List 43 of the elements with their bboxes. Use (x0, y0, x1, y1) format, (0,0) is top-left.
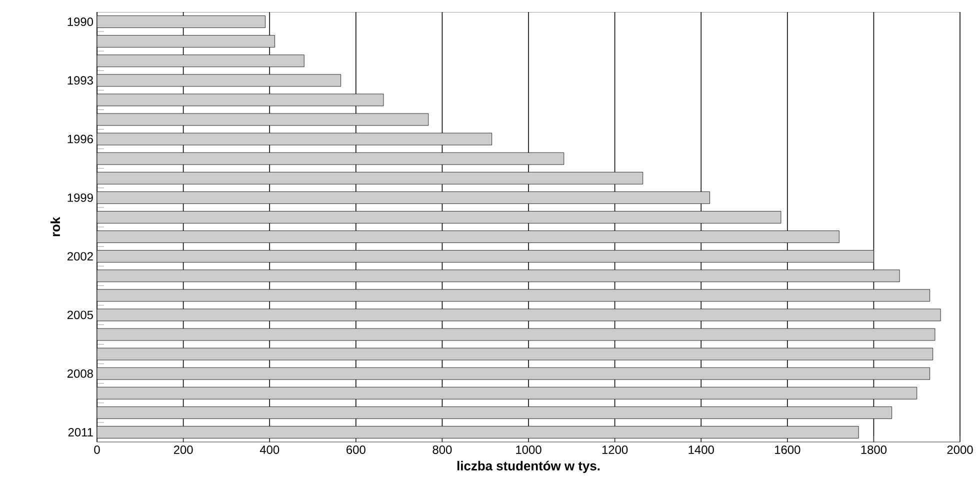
bar (97, 308, 941, 322)
x-tick-label: 400 (260, 446, 280, 454)
y-tick-label: 1993 (68, 76, 93, 85)
bar (97, 94, 384, 106)
y-tick-label: 2002 (67, 252, 93, 261)
y-tick-label: 1996 (68, 134, 93, 144)
bar (97, 426, 859, 438)
bar (97, 250, 874, 263)
bar (97, 132, 492, 146)
x-tick-label: 800 (432, 446, 452, 454)
bar (97, 16, 266, 28)
y-tick-label: 1990 (68, 18, 94, 26)
x-tick-label: 600 (346, 446, 366, 454)
bar (97, 348, 934, 360)
bar (97, 172, 644, 184)
y-tick-label: 2008 (67, 369, 93, 378)
bar (97, 386, 918, 400)
bar (97, 74, 342, 87)
bar (97, 54, 304, 68)
x-tick-label: 2000 (947, 446, 973, 454)
y-axis-title: rok (50, 216, 60, 236)
bar (97, 367, 930, 380)
y-tick-label: 2011 (68, 428, 93, 436)
bar (97, 191, 710, 204)
x-tick-label: 1400 (688, 446, 714, 454)
bar (97, 211, 782, 224)
bar (97, 230, 840, 243)
bar (97, 289, 930, 302)
bar (97, 406, 892, 419)
x-tick-label: 1600 (775, 446, 800, 454)
y-tick-label: 1999 (68, 193, 93, 202)
bar (97, 113, 429, 126)
x-tick-label: 0 (94, 446, 100, 454)
bar (97, 152, 564, 165)
x-axis-title: liczba studentów w tys. (457, 460, 600, 473)
x-tick-label: 1200 (602, 446, 628, 454)
y-tick-label: 2005 (67, 310, 93, 320)
bar (97, 328, 936, 341)
x-tick-label: 200 (174, 446, 193, 454)
x-tick-label: 1000 (516, 446, 542, 454)
x-tick-label: 1800 (861, 446, 887, 454)
bar (97, 270, 900, 282)
bar (97, 35, 275, 48)
